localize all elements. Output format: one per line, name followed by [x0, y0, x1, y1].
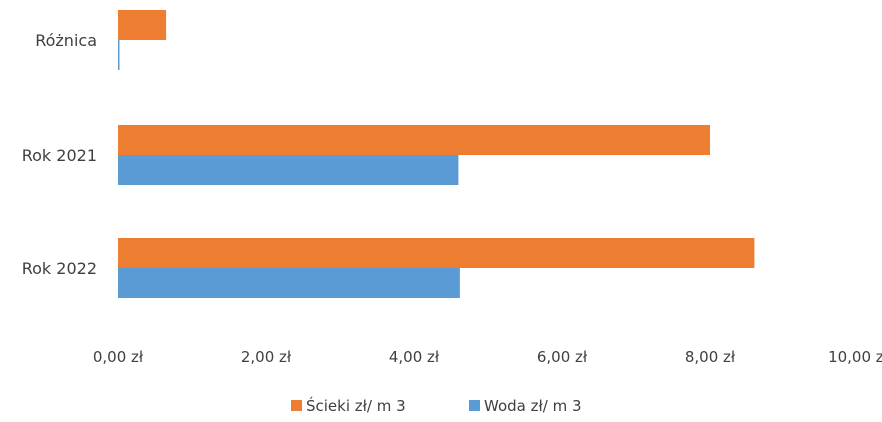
x-tick-label: 4,00 zł: [389, 348, 440, 366]
bars: [118, 10, 755, 298]
bar-scieki: [118, 238, 755, 268]
x-tick-label: 2,00 zł: [241, 348, 292, 366]
legend-swatch: [291, 400, 302, 411]
bar-woda: [118, 155, 459, 185]
x-tick-label: 8,00 zł: [685, 348, 736, 366]
category-labels: Różnica Rok 2021 Rok 2022: [22, 31, 97, 278]
bar-woda: [118, 40, 120, 70]
x-axis-tick-labels: 0,00 zł 2,00 zł 4,00 zł 6,00 zł 8,00 zł 10,00…: [93, 348, 882, 366]
legend-label: Woda zł/ m 3: [484, 397, 582, 415]
bar-woda: [118, 268, 460, 298]
x-tick-label: 0,00 zł: [93, 348, 144, 366]
x-tick-label: 10,00 zł: [828, 348, 882, 366]
legend: Ścieki zł/ m 3 Woda zł/ m 3: [291, 396, 582, 415]
x-tick-label: 6,00 zł: [537, 348, 588, 366]
category-label: Różnica: [35, 31, 97, 50]
legend-label: Ścieki zł/ m 3: [306, 396, 406, 415]
bar-scieki: [118, 10, 167, 40]
category-label: Rok 2022: [22, 259, 97, 278]
category-label: Rok 2021: [22, 146, 97, 165]
bar-scieki: [118, 125, 710, 155]
legend-swatch: [469, 400, 480, 411]
